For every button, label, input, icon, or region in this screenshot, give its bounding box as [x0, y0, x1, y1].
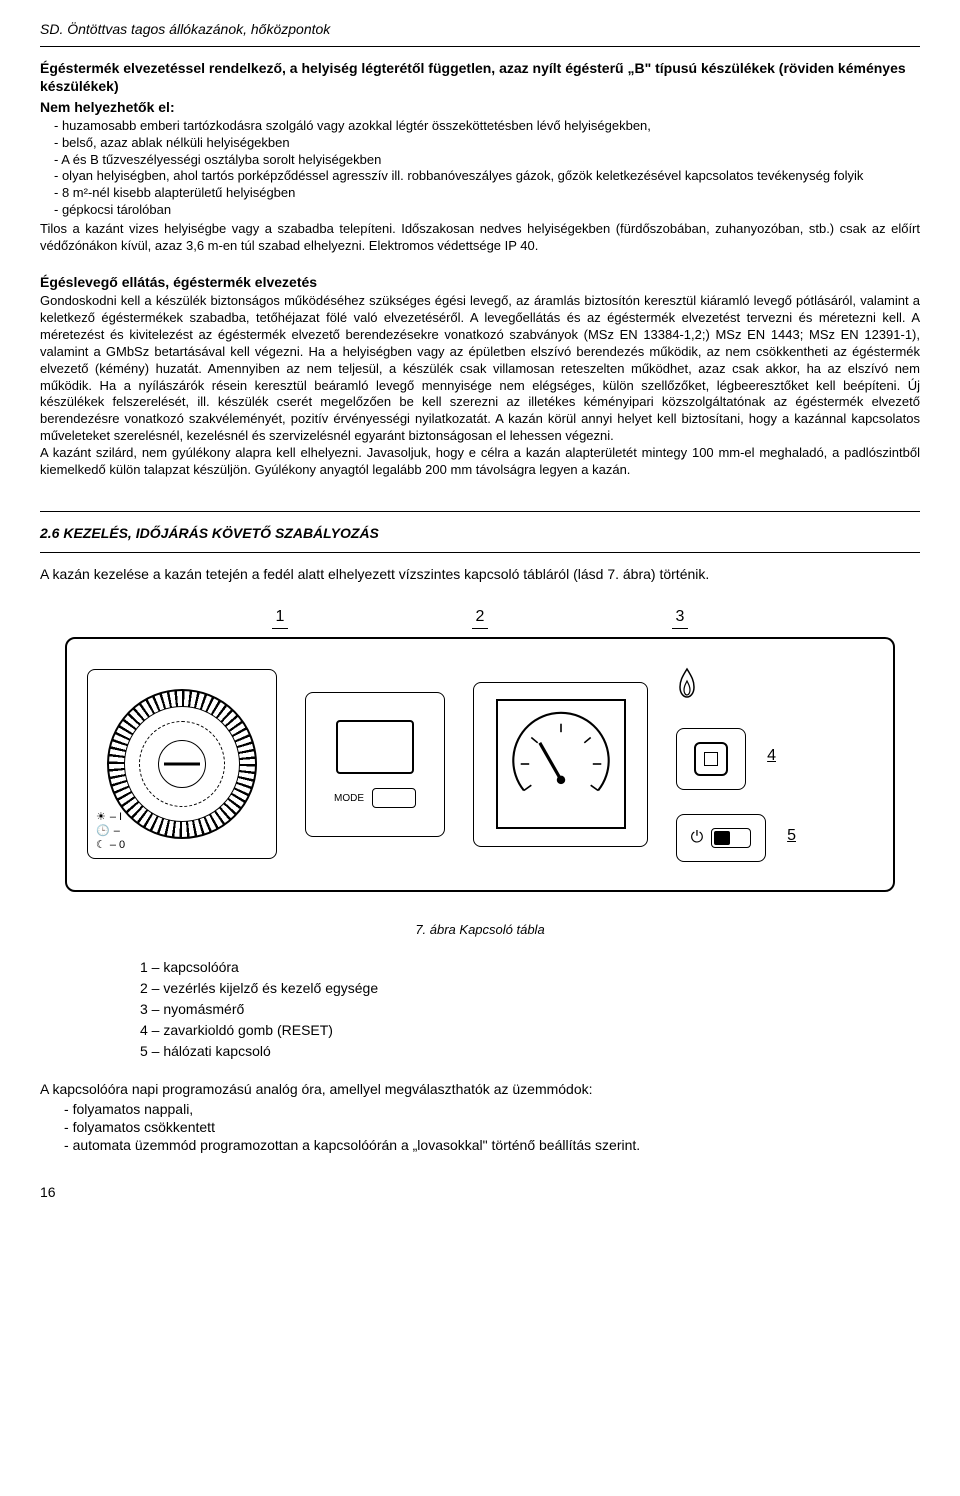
gauge-svg	[508, 711, 614, 817]
figure-caption: 7. ábra Kapcsoló tábla	[40, 922, 920, 939]
list-item: gépkocsi tárolóban	[54, 202, 920, 219]
page-number: 16	[40, 1183, 920, 1201]
controller-display: MODE	[305, 692, 445, 837]
list-item: belső, azaz ablak nélküli helyiségekben	[54, 135, 920, 152]
mode-button	[372, 788, 416, 808]
mode-label: MODE	[334, 792, 364, 805]
pressure-gauge-box	[473, 682, 648, 847]
separator	[40, 552, 920, 553]
intro-subtitle: Nem helyezhetők el:	[40, 98, 920, 116]
fig-label-5: 5	[787, 826, 796, 847]
list-item: folyamatos nappali,	[64, 1100, 920, 1118]
combustion-para2: A kazánt szilárd, nem gyúlékony alapra k…	[40, 445, 920, 479]
legend-item: 2 – vezérlés kijelző és kezelő egysége	[140, 978, 920, 999]
list-item: olyan helyiségben, ahol tartós porképződ…	[54, 168, 920, 185]
sun-icon: ☀	[96, 810, 106, 824]
flame-icon	[676, 667, 698, 699]
separator	[40, 46, 920, 47]
moon-icon: ☾	[96, 838, 106, 852]
intro-section: Égéstermék elvezetéssel rendelkező, a he…	[40, 59, 920, 255]
control-panel-figure: ☀– I 🕒– ☾– 0 MODE	[65, 637, 895, 892]
reset-button	[694, 742, 728, 776]
footer-list: folyamatos nappali, folyamatos csökkente…	[40, 1100, 920, 1155]
timer-clock: ☀– I 🕒– ☾– 0	[87, 669, 277, 859]
section-26-heading: 2.6 KEZELÉS, IDŐJÁRÁS KÖVETŐ SZABÁLYOZÁS	[40, 524, 920, 542]
fig-label-2: 2	[472, 607, 489, 629]
separator	[40, 511, 920, 512]
fig-label-1: 1	[272, 607, 289, 629]
combustion-title: Égéslevegő ellátás, égéstermék elvezetés	[40, 273, 920, 291]
power-switch-box: ⏻	[676, 814, 766, 862]
list-item: 8 m²-nél kisebb alapterületű helyiségben	[54, 185, 920, 202]
figure-top-labels: 1 2 3	[180, 607, 780, 629]
timer-mode-icons: ☀– I 🕒– ☾– 0	[96, 810, 125, 852]
list-item: folyamatos csökkentett	[64, 1118, 920, 1136]
control-panel: ☀– I 🕒– ☾– 0 MODE	[65, 637, 895, 892]
list-item: huzamosabb emberi tartózkodásra szolgáló…	[54, 118, 920, 135]
reset-box	[676, 728, 746, 790]
timer-dial	[107, 689, 257, 839]
legend-item: 3 – nyomásmérő	[140, 999, 920, 1020]
section-26-intro: A kazán kezelése a kazán tetején a fedél…	[40, 565, 920, 583]
list-item: A és B tűzveszélyességi osztályba sorolt…	[54, 152, 920, 169]
footer-para: A kapcsolóóra napi programozású analóg ó…	[40, 1080, 920, 1098]
power-icon: ⏻	[691, 828, 704, 849]
combustion-section: Égéslevegő ellátás, égéstermék elvezetés…	[40, 273, 920, 479]
combustion-para: Gondoskodni kell a készülék biztonságos …	[40, 293, 920, 445]
fig-label-4: 4	[767, 746, 776, 767]
clock-icon: 🕒	[96, 824, 110, 838]
fig-label-3: 3	[672, 607, 689, 629]
intro-list: huzamosabb emberi tartózkodásra szolgáló…	[40, 118, 920, 219]
legend-item: 4 – zavarkioldó gomb (RESET)	[140, 1020, 920, 1041]
list-item: automata üzemmód programozottan a kapcso…	[64, 1136, 920, 1154]
pressure-gauge	[496, 699, 626, 829]
power-switch	[711, 828, 751, 848]
legend-item: 1 – kapcsolóóra	[140, 957, 920, 978]
lcd-screen	[336, 720, 414, 774]
page-header: SD. Öntöttvas tagos állókazánok, hőközpo…	[40, 20, 920, 38]
intro-para: Tilos a kazánt vizes helyiségbe vagy a s…	[40, 221, 920, 255]
panel-right-column: 4 ⏻ 5	[676, 667, 766, 862]
intro-title: Égéstermék elvezetéssel rendelkező, a he…	[40, 59, 920, 95]
legend-item: 5 – hálózati kapcsoló	[140, 1041, 920, 1062]
legend: 1 – kapcsolóóra 2 – vezérlés kijelző és …	[140, 957, 920, 1062]
